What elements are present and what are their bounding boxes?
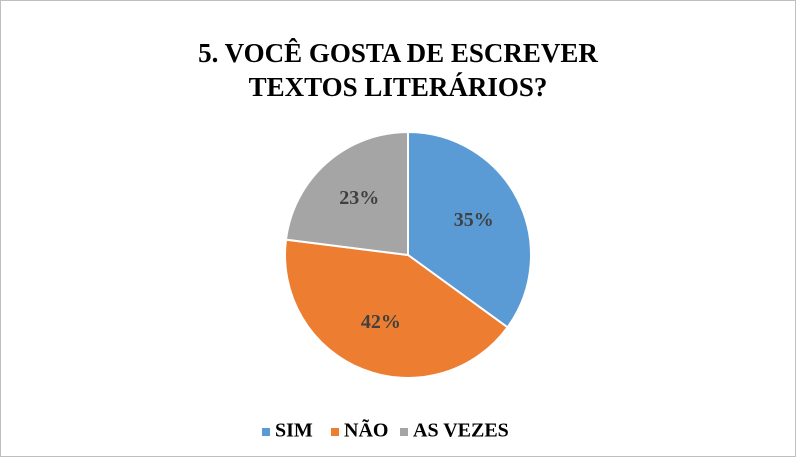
chart-title: 5. VOCÊ GOSTA DE ESCREVER TEXTOS LITERÁR…	[198, 38, 598, 102]
pie-slice	[284, 130, 409, 257]
legend-swatch	[262, 428, 270, 436]
legend-label: NÃO	[344, 419, 388, 442]
legend-label: AS VEZES	[413, 420, 509, 442]
data-label: 42%	[361, 311, 401, 333]
data-label: 23%	[339, 187, 379, 209]
pie-slice	[284, 238, 509, 379]
legend-swatch	[400, 428, 408, 436]
data-label: 35%	[454, 209, 494, 231]
legend-label: SIM	[275, 420, 313, 442]
pie-slice	[407, 130, 532, 329]
legend-swatch	[331, 428, 339, 436]
